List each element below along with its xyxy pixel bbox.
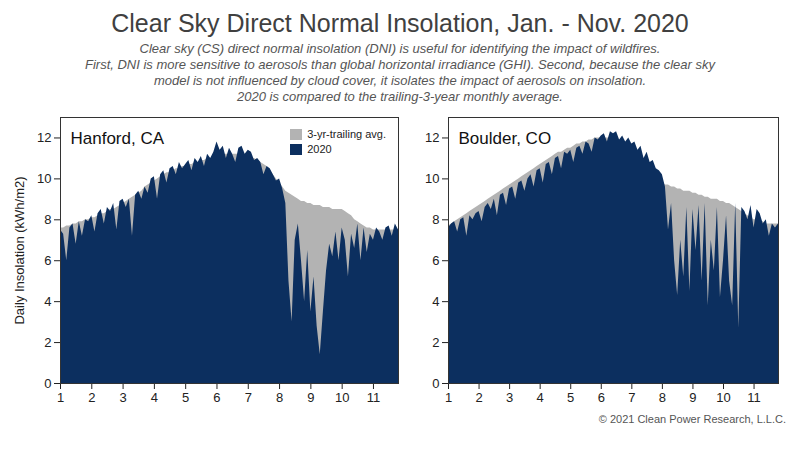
svg-text:2: 2 (88, 390, 95, 405)
svg-text:0: 0 (432, 376, 439, 391)
svg-text:0: 0 (44, 376, 51, 391)
svg-text:3: 3 (506, 390, 513, 405)
svg-text:3: 3 (119, 390, 126, 405)
svg-text:6: 6 (213, 390, 220, 405)
html-text:3-yr-trailing avg.: 3-yr-trailing avg. (307, 128, 386, 140)
svg-text:8: 8 (659, 390, 666, 405)
svg-text:1: 1 (445, 390, 452, 405)
svg-text:10: 10 (37, 171, 51, 186)
html-text:© 2021 Clean Power Research, L: © 2021 Clean Power Research, L.L.C. (598, 413, 786, 425)
html-text:model is not influenced by clo: model is not influenced by cloud cover, … (153, 73, 646, 88)
svg-text:5: 5 (567, 390, 574, 405)
html-text:2020: 2020 (307, 143, 332, 155)
svg-text:10: 10 (335, 390, 349, 405)
html-text:2020 is compared to the traili: 2020 is compared to the trailing-3-year … (237, 89, 563, 104)
svg-text:Hanford, CA: Hanford, CA (71, 129, 165, 148)
svg-text:4: 4 (44, 294, 51, 309)
svg-text:12: 12 (425, 130, 439, 145)
svg-text:6: 6 (432, 253, 439, 268)
svg-text:10: 10 (716, 390, 730, 405)
svg-text:11: 11 (747, 390, 761, 405)
svg-text:8: 8 (432, 212, 439, 227)
svg-text:8: 8 (276, 390, 283, 405)
svg-text:1: 1 (57, 390, 64, 405)
svg-text:Boulder, CO: Boulder, CO (459, 129, 552, 148)
svg-text:4: 4 (537, 390, 544, 405)
svg-text:2: 2 (432, 335, 439, 350)
svg-text:6: 6 (598, 390, 605, 405)
svg-text:9: 9 (689, 390, 696, 405)
svg-text:7: 7 (628, 390, 635, 405)
svg-text:12: 12 (37, 130, 51, 145)
svg-text:9: 9 (307, 390, 314, 405)
html-text:First, DNI is more sensitive t: First, DNI is more sensitive to aerosols… (85, 57, 715, 72)
svg-text:6: 6 (44, 253, 51, 268)
svg-text:5: 5 (182, 390, 189, 405)
svg-text:Daily Insolation (kWh/m2): Daily Insolation (kWh/m2) (12, 176, 27, 324)
svg-text:10: 10 (425, 171, 439, 186)
svg-text:4: 4 (432, 294, 439, 309)
svg-text:11: 11 (367, 390, 381, 405)
svg-text:2: 2 (44, 335, 51, 350)
svg-text:2: 2 (475, 390, 482, 405)
html-text:Clear sky (CS) direct normal i: Clear sky (CS) direct normal insolation … (139, 41, 661, 56)
html-text:Clear Sky Direct Normal Insola: Clear Sky Direct Normal Insolation, Jan.… (111, 9, 689, 37)
svg-text:4: 4 (151, 390, 158, 405)
svg-text:8: 8 (44, 212, 51, 227)
svg-text:7: 7 (245, 390, 252, 405)
